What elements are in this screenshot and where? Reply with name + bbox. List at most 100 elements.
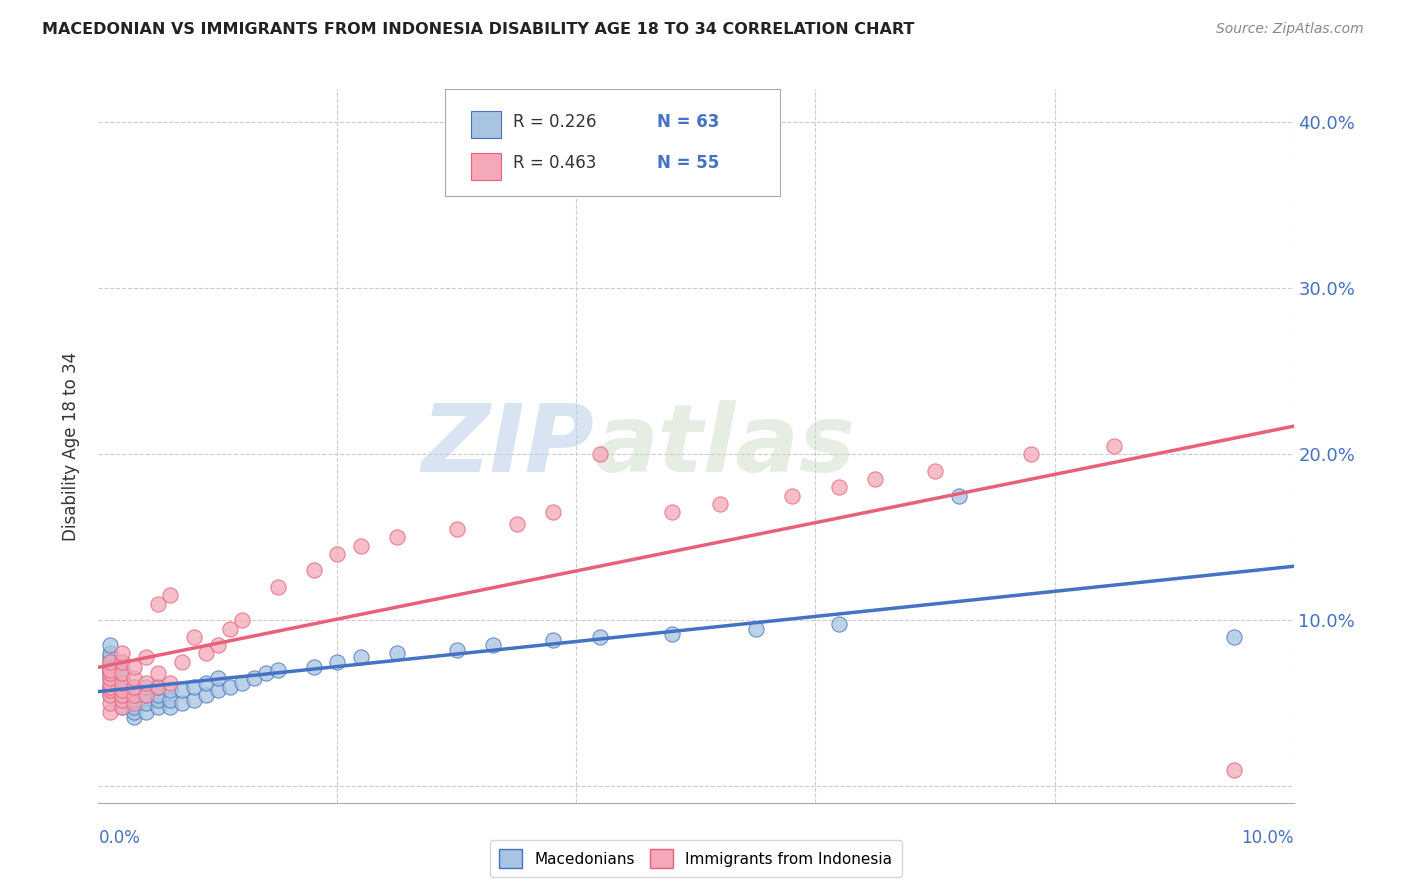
Point xyxy=(100,676,122,690)
Point xyxy=(135,680,157,694)
Text: 10.0%: 10.0% xyxy=(1241,829,1294,847)
Point xyxy=(135,649,157,664)
Point xyxy=(254,666,277,681)
Point xyxy=(302,564,325,578)
Point xyxy=(267,580,290,594)
Point xyxy=(124,705,146,719)
Point xyxy=(541,505,564,519)
Point xyxy=(100,705,122,719)
Point xyxy=(124,709,146,723)
Point xyxy=(111,699,134,714)
Point xyxy=(135,696,157,710)
Point xyxy=(111,680,134,694)
Point xyxy=(446,522,468,536)
Text: N = 55: N = 55 xyxy=(657,154,718,172)
Point xyxy=(111,655,134,669)
Point xyxy=(111,671,134,685)
Point xyxy=(124,688,146,702)
Point xyxy=(135,676,157,690)
Point xyxy=(589,630,612,644)
Point xyxy=(111,663,134,677)
Point xyxy=(159,699,181,714)
Bar xyxy=(471,153,501,180)
Point xyxy=(350,649,373,664)
Point xyxy=(159,588,181,602)
Point xyxy=(100,638,122,652)
Point xyxy=(148,680,170,694)
Point xyxy=(148,666,170,681)
Point xyxy=(195,688,218,702)
Point xyxy=(207,638,229,652)
Point xyxy=(326,547,349,561)
Point xyxy=(350,539,373,553)
Point xyxy=(124,696,146,710)
Point xyxy=(948,489,970,503)
Point xyxy=(135,705,157,719)
Point xyxy=(111,676,134,690)
Point xyxy=(124,671,146,685)
Point xyxy=(1223,763,1246,777)
Point xyxy=(385,647,409,661)
Point xyxy=(195,676,218,690)
Text: MACEDONIAN VS IMMIGRANTS FROM INDONESIA DISABILITY AGE 18 TO 34 CORRELATION CHAR: MACEDONIAN VS IMMIGRANTS FROM INDONESIA … xyxy=(42,22,914,37)
Text: ZIP: ZIP xyxy=(422,400,595,492)
Point xyxy=(745,622,768,636)
Point xyxy=(111,693,134,707)
Point xyxy=(100,659,122,673)
Point xyxy=(135,688,157,702)
Point xyxy=(124,693,146,707)
Point xyxy=(148,693,170,707)
Text: atlas: atlas xyxy=(595,400,856,492)
Point xyxy=(780,489,803,503)
FancyBboxPatch shape xyxy=(444,89,780,196)
Point xyxy=(446,643,468,657)
Point xyxy=(148,688,170,702)
Point xyxy=(481,638,505,652)
Point xyxy=(124,688,146,702)
Point xyxy=(111,682,134,697)
Point xyxy=(195,647,218,661)
Point xyxy=(100,671,122,685)
Point xyxy=(589,447,612,461)
Point xyxy=(100,688,122,702)
Point xyxy=(661,626,683,640)
Point xyxy=(100,671,122,685)
Point xyxy=(111,666,134,681)
Point xyxy=(100,649,122,664)
Point xyxy=(100,663,122,677)
Point xyxy=(172,682,194,697)
Point xyxy=(135,688,157,702)
Point xyxy=(100,682,122,697)
Point xyxy=(924,464,946,478)
Point xyxy=(709,497,731,511)
Point xyxy=(100,688,122,702)
Point xyxy=(865,472,887,486)
Point xyxy=(385,530,409,544)
Text: 0.0%: 0.0% xyxy=(98,829,141,847)
Text: R = 0.463: R = 0.463 xyxy=(513,154,596,172)
Point xyxy=(100,655,122,669)
Point xyxy=(111,682,134,697)
Point xyxy=(159,682,181,697)
Point xyxy=(1104,439,1126,453)
Point xyxy=(148,597,170,611)
Point xyxy=(100,666,122,681)
Point xyxy=(828,481,851,495)
Point xyxy=(159,693,181,707)
Point xyxy=(661,505,683,519)
Point xyxy=(111,655,134,669)
Text: N = 63: N = 63 xyxy=(657,113,718,131)
Point xyxy=(100,663,122,677)
Point xyxy=(100,696,122,710)
Point xyxy=(243,671,266,685)
Point xyxy=(231,613,253,627)
Point xyxy=(124,699,146,714)
Point xyxy=(302,659,325,673)
Point xyxy=(541,633,564,648)
Point xyxy=(183,680,205,694)
Point xyxy=(100,680,122,694)
Point xyxy=(159,676,181,690)
Point xyxy=(219,680,242,694)
Point xyxy=(148,699,170,714)
Point xyxy=(111,666,134,681)
